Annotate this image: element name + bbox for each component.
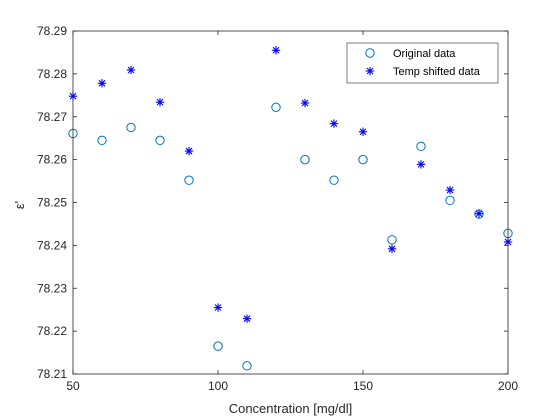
legend-label-original-data: Original data [393,48,456,60]
original-data-point [126,122,136,133]
temp-shifted-data-point [445,185,455,195]
temp-shifted-data-point [242,314,252,323]
original-data-point [329,175,339,185]
legend-marker-temp-shifted-data [365,66,375,76]
temp-shifted-data-point [387,244,397,254]
temp-shifted-data-point [474,209,484,218]
temp-shifted-data-point [126,65,136,75]
temp-shifted-data-point [358,127,368,136]
original-data-point [155,135,165,146]
plot-frame [72,30,509,375]
temp-shifted-data-point [416,160,426,169]
legend-asterisk-marker [365,66,375,76]
original-data-point [358,154,368,165]
temp-shifted-data-point [329,119,339,128]
legend-label-temp-shifted-data: Temp shifted data [393,66,481,78]
original-data-point [416,141,426,152]
x-axis-label: Concentration [mg/dl] [229,401,353,416]
x-tick-label: 200 [498,379,518,393]
legend: Original data Temp shifted data [346,42,499,84]
y-tick-label: 78.29 [37,24,67,38]
axis-ticks: 50 100 150 200 78.21 78.22 78.23 78.24 78.25 78.2… [37,24,518,393]
temp-shifted-data-point [213,303,223,312]
y-tick-label: 78.23 [37,281,67,295]
y-tick-label: 78.21 [37,367,67,381]
plot-area [73,31,508,374]
temp-shifted-data-point [300,98,310,108]
original-data-point [242,361,252,371]
temp-shifted-data-point [184,146,194,156]
original-data-point [271,102,281,113]
legend-marker-original-data [365,48,375,58]
y-axis-label: ε' [12,201,27,209]
x-tick-label: 100 [208,379,228,393]
y-tick-label: 78.22 [37,324,67,338]
temp-shifted-data-point [97,79,107,88]
y-tick-label: 78.25 [37,196,67,210]
y-tick-label: 78.26 [37,153,67,167]
original-data-point [97,135,107,146]
original-data-point [300,154,310,165]
legend-circle-marker [365,48,375,58]
original-data-point [387,235,397,245]
original-data-point [445,195,455,206]
y-tick-label: 78.28 [37,67,67,81]
original-data-point [213,341,223,351]
temp-shifted-data-point [155,97,165,107]
x-tick-label: 150 [353,379,373,393]
temp-shifted-data-point [271,46,281,55]
y-tick-label: 78.27 [37,110,67,124]
x-tick-label: 50 [66,379,80,393]
y-tick-label: 78.24 [37,238,67,252]
original-data-point [184,175,194,185]
